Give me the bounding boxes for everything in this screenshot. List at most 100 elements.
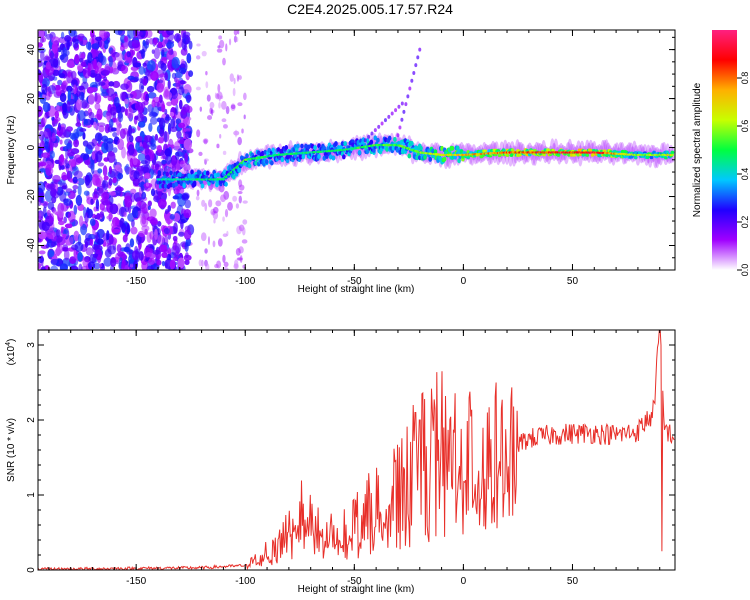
spectrogram-noise-blob [169,213,175,220]
spectrogram-noise-blob [217,45,221,49]
spectrogram-noise-blob [146,265,154,270]
spectrogram-noise-blob [106,110,112,116]
spectrogram-harmonic [418,47,422,52]
spectrogram-noise-blob [169,259,176,270]
spectrogram-ridge-cell [161,183,166,189]
spectrogram-noise-blob [242,227,246,236]
colorbar-tick-label: 0.8 [740,72,750,85]
x-tick-label: -150 [126,276,146,287]
spectrogram-noise-blob [164,108,168,115]
spectrogram-noise-blob [153,47,161,60]
spectrogram-noise-blob [131,39,141,49]
spectrogram-noise-blob [134,101,144,111]
spectrogram-ridge-cell [419,145,423,151]
spectrogram-noise-blob [73,30,78,38]
spectrogram-noise-blob [163,227,170,235]
snr-y-axis: 0 1 2 3 [26,342,675,573]
spectrogram-ridge-cell [365,149,370,155]
spectrogram-harmonic [400,101,404,106]
spectrogram-noise-blob [62,244,69,252]
spectrogram-noise-blob [241,239,248,244]
spectrogram-noise-blob [173,222,178,235]
spectrogram-noise-blob [199,106,203,112]
spectrogram-noise-blob [133,260,139,270]
colorbar-tick-label: 0.6 [740,120,750,133]
spectrogram-harmonic [370,131,374,136]
spectrogram-noise-blob [174,141,180,150]
spectrogram-noise-blob [161,103,166,113]
spectrogram-noise-blob [66,126,73,132]
spectrogram-noise-blob [173,212,181,222]
spectrogram-noise-blob [106,230,110,241]
spectrogram-harmonic [414,63,418,68]
spectrogram-noise-blob [186,52,192,64]
spectrogram-noise-blob [50,241,57,247]
spectrogram-noise-blob [148,122,153,133]
spectrogram-noise-blob [57,79,63,86]
spectrogram-noise-blob [42,101,50,113]
spectrogram-noise-blob [154,133,159,141]
spectrogram-noise-blob [219,134,222,139]
spectrogram-noise-blob [212,206,219,214]
spectrogram-noise-blob [216,143,220,149]
spectrogram-noise-blob [158,136,165,144]
spectrogram-noise-blob [196,43,201,47]
spectrogram-noise-blob [213,219,216,224]
spectrogram-noise-blob [63,198,73,206]
spectrogram-noise-blob [59,126,67,139]
spectrogram-noise-blob [72,38,79,49]
spectrogram-noise-blob [224,209,229,218]
spectrogram-noise-blob [90,198,94,205]
spectrogram-noise-blob [235,36,239,42]
spectrogram-noise-blob [198,151,203,157]
spectrogram-ridge-cell [317,143,321,149]
spectrogram-noise-blob [167,122,172,135]
spectrogram-noise-blob [172,195,180,200]
spectrogram-noise-blob [183,84,192,95]
spectrogram-ridge-cell [649,155,654,160]
spectrogram-noise-blob [110,49,116,58]
spectrogram-noise-blob [123,246,130,253]
spectrogram-noise-blob [92,194,99,201]
spectrogram-ridge-cell [300,143,304,149]
spectrogram-noise-blob [109,106,117,116]
spectrogram-noise-blob [50,265,59,270]
spectrogram-noise-blob [77,65,84,72]
spectrogram-ridge-cell [169,182,173,188]
spectrogram-noise-blob [41,83,48,95]
spectrogram-noise-blob [173,251,180,262]
spectrogram-noise-blob [167,205,172,212]
spectrogram-noise-blob [88,233,97,240]
spectrogram-noise-blob [98,185,104,194]
spectrogram-noise-blob [60,164,65,170]
spectrogram-noise-blob [49,52,55,60]
spectrogram-noise-blob [131,250,140,261]
spectrogram-noise-blob [72,184,79,190]
spectrogram-noise-blob [130,192,136,203]
spectrogram-noise-blob [84,118,92,126]
spectrogram-noise-blob [170,87,179,100]
snr-x-label: Height of straight line (km) [298,584,415,595]
spectrogram-noise-blob [48,90,53,98]
spectrogram-scatter [38,30,248,270]
spectrogram-noise-blob [159,117,166,130]
spectrogram-noise-blob [126,224,130,235]
spectrogram-noise-blob [225,43,228,52]
spectrogram-noise-blob [51,132,56,142]
spectrogram-noise-blob [221,118,227,123]
spectrogram-noise-blob [163,235,169,247]
spectrogram-noise-blob [64,35,72,43]
spectrogram-noise-blob [185,116,192,121]
spectrogram-noise-blob [188,70,194,77]
spectrogram-noise-blob [68,158,76,167]
spectrogram-noise-blob [195,195,200,201]
spectrogram-noise-blob [69,256,77,265]
spectrogram-harmonic [367,134,371,139]
spectrogram-noise-blob [205,263,210,270]
spectrogram-noise-blob [80,61,87,68]
spectrogram-ridge-cell [203,170,207,176]
spectrogram-noise-blob [129,238,135,248]
spectrogram-noise-blob [108,178,113,186]
spectrogram-noise-blob [67,70,72,78]
spectrogram-noise-blob [46,183,56,190]
